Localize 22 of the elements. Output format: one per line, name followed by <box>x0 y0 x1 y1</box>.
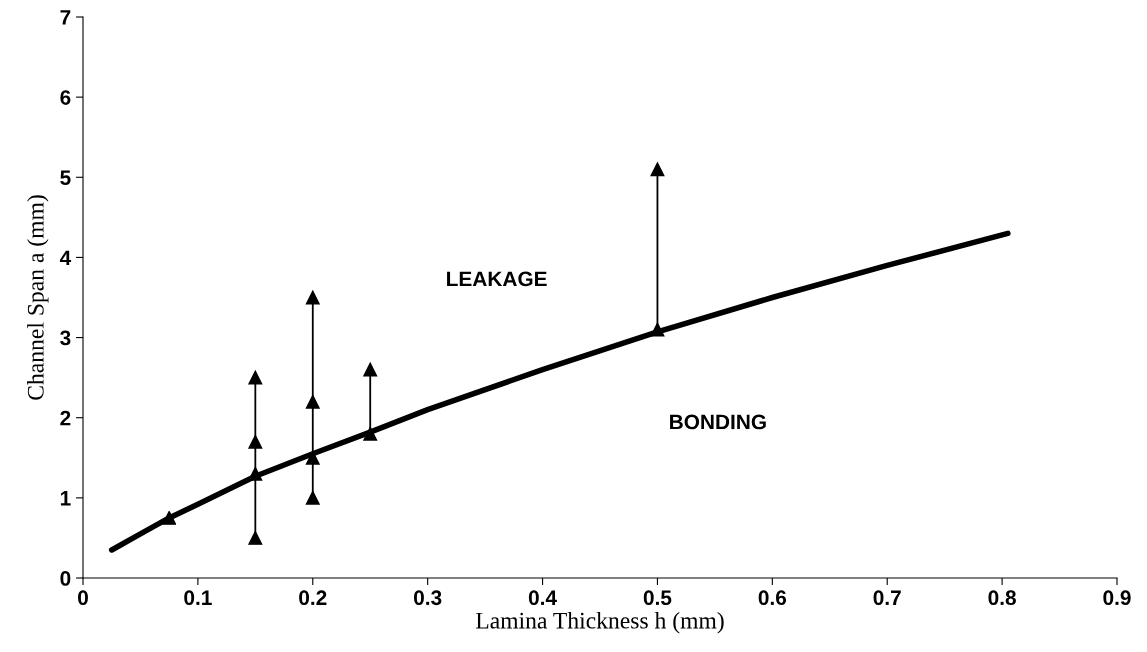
x-tick-label: 0.6 <box>758 590 787 606</box>
y-tick-label: 4 <box>59 250 72 265</box>
y-tick-label: 2 <box>60 410 71 426</box>
x-tick-label: 0.8 <box>988 590 1016 606</box>
x-tick-label: 0.3 <box>414 590 442 606</box>
x-tick-label: 0 <box>78 590 88 606</box>
y-tick-label: 1 <box>60 491 71 506</box>
y-tick-label: 0 <box>60 571 71 586</box>
y-tick-label: 3 <box>60 330 71 346</box>
x-axis-title: Lamina Thickness h (mm) <box>475 612 724 634</box>
annotation: LEAKAGE <box>447 271 547 287</box>
x-tick-label: 0.9 <box>1103 590 1131 606</box>
x-tick-label: 0.7 <box>873 590 901 606</box>
y-tick-label: 5 <box>60 170 71 186</box>
x-tick-label: 0.4 <box>528 590 557 606</box>
y-tick-label: 7 <box>60 10 71 25</box>
x-tick-label: 0.2 <box>299 590 327 606</box>
y-axis-title: Channel Span a (mm) <box>27 195 49 400</box>
x-tick-label: 0.1 <box>184 590 212 606</box>
x-tick-label: 0.5 <box>643 590 672 606</box>
y-tick-label: 6 <box>60 90 71 105</box>
annotation: BONDING <box>670 414 766 430</box>
